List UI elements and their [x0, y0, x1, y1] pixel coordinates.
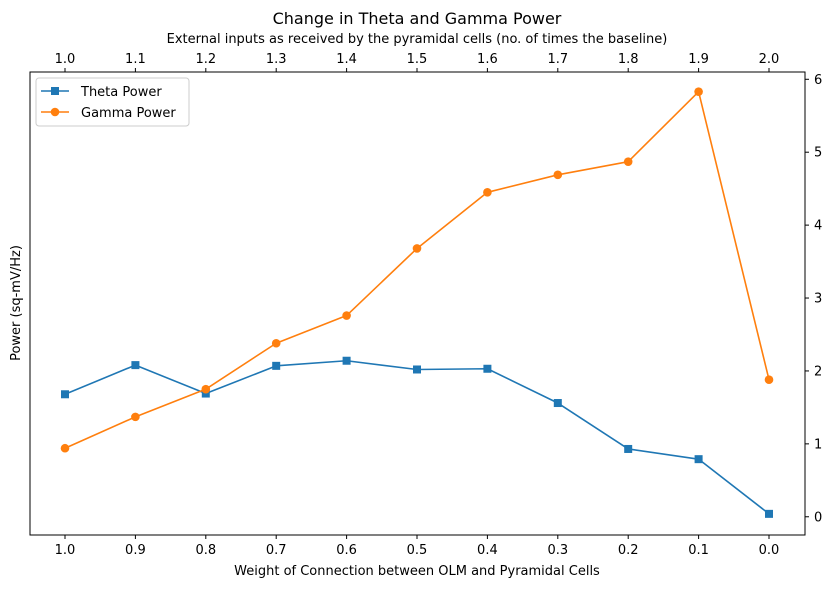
gamma-point: [553, 170, 563, 180]
chart-title: Change in Theta and Gamma Power: [273, 9, 562, 28]
gamma-point: [201, 384, 211, 394]
top-x-tick-label: 2.0: [759, 52, 780, 67]
plot-frame: [29, 71, 806, 536]
y-tick-label: 0: [814, 510, 822, 525]
x-axis-label: Weight of Connection between OLM and Pyr…: [234, 564, 600, 579]
gamma-point: [412, 244, 422, 253]
top-x-tick-label: 1.7: [547, 52, 568, 67]
top-x-tick-label: 1.2: [195, 52, 216, 67]
theta-point: [553, 399, 562, 408]
y-tick-label: 1: [814, 437, 822, 452]
top-x-tick-label: 1.0: [55, 52, 76, 67]
x-tick-label: 0.5: [407, 543, 428, 558]
x-tick-label: 0.8: [195, 543, 216, 558]
gamma-point: [271, 338, 281, 348]
gamma-point: [764, 375, 774, 384]
theta-point: [483, 364, 492, 373]
legend-marker-theta: [51, 87, 59, 95]
y-tick-label: 6: [814, 73, 822, 88]
theta-point: [694, 455, 703, 464]
gamma-point: [60, 443, 70, 453]
theta-point: [624, 444, 633, 453]
y-tick-label: 2: [814, 364, 822, 379]
gamma-point: [694, 87, 703, 96]
legend-box: [35, 77, 190, 127]
y-tick-label: 3: [814, 292, 822, 307]
top-x-tick-label: 1.3: [266, 52, 287, 67]
x-tick-label: 0.1: [688, 543, 709, 558]
y-tick-label: 5: [814, 146, 822, 161]
series-layer: [60, 87, 774, 518]
x-tick-label: 0.0: [759, 543, 780, 558]
top-x-tick-label: 1.1: [125, 52, 146, 67]
theta-point: [413, 365, 421, 374]
legend: Theta Power Gamma Power: [35, 77, 190, 127]
top-x-tick-label: 1.9: [688, 52, 709, 67]
x-tick-label: 1.0: [55, 543, 76, 558]
x-tick-label: 0.9: [125, 543, 146, 558]
legend-label-theta: Theta Power: [80, 85, 162, 100]
theta-point: [201, 389, 210, 398]
x-tick-label: 0.2: [618, 543, 639, 558]
top-x-tick-label: 1.6: [477, 52, 498, 67]
x-tick-label: 0.6: [336, 543, 357, 558]
gamma-point: [483, 188, 492, 197]
gamma-point: [623, 157, 633, 166]
theta-point: [342, 356, 351, 365]
axes-layer: 1.0 0.9 0.8 0.7 0.6 0.5 0.4 0.3 0.2 0.1 0.0 1.0 1.1 1…: [55, 52, 823, 558]
top-x-tick-label: 1.5: [407, 52, 428, 67]
x-tick-label: 0.7: [266, 543, 287, 558]
theta-point: [61, 390, 69, 399]
top-x-tick-label: 1.4: [336, 52, 357, 67]
y-axis-label: Power (sq-mV/Hz): [9, 245, 24, 361]
x-tick-label: 0.4: [477, 543, 498, 558]
theta-point: [131, 361, 140, 370]
top-x-tick-label: 1.8: [618, 52, 639, 67]
legend-label-gamma: Gamma Power: [81, 106, 176, 121]
theta-point: [272, 361, 281, 370]
theta-point: [765, 509, 773, 518]
legend-marker-gamma: [50, 107, 60, 117]
gamma-point: [131, 412, 140, 422]
gamma-point: [342, 311, 351, 320]
top-x-axis-label: External inputs as received by the pyram…: [167, 32, 668, 47]
y-tick-label: 4: [814, 219, 822, 234]
x-tick-label: 0.3: [547, 543, 568, 558]
